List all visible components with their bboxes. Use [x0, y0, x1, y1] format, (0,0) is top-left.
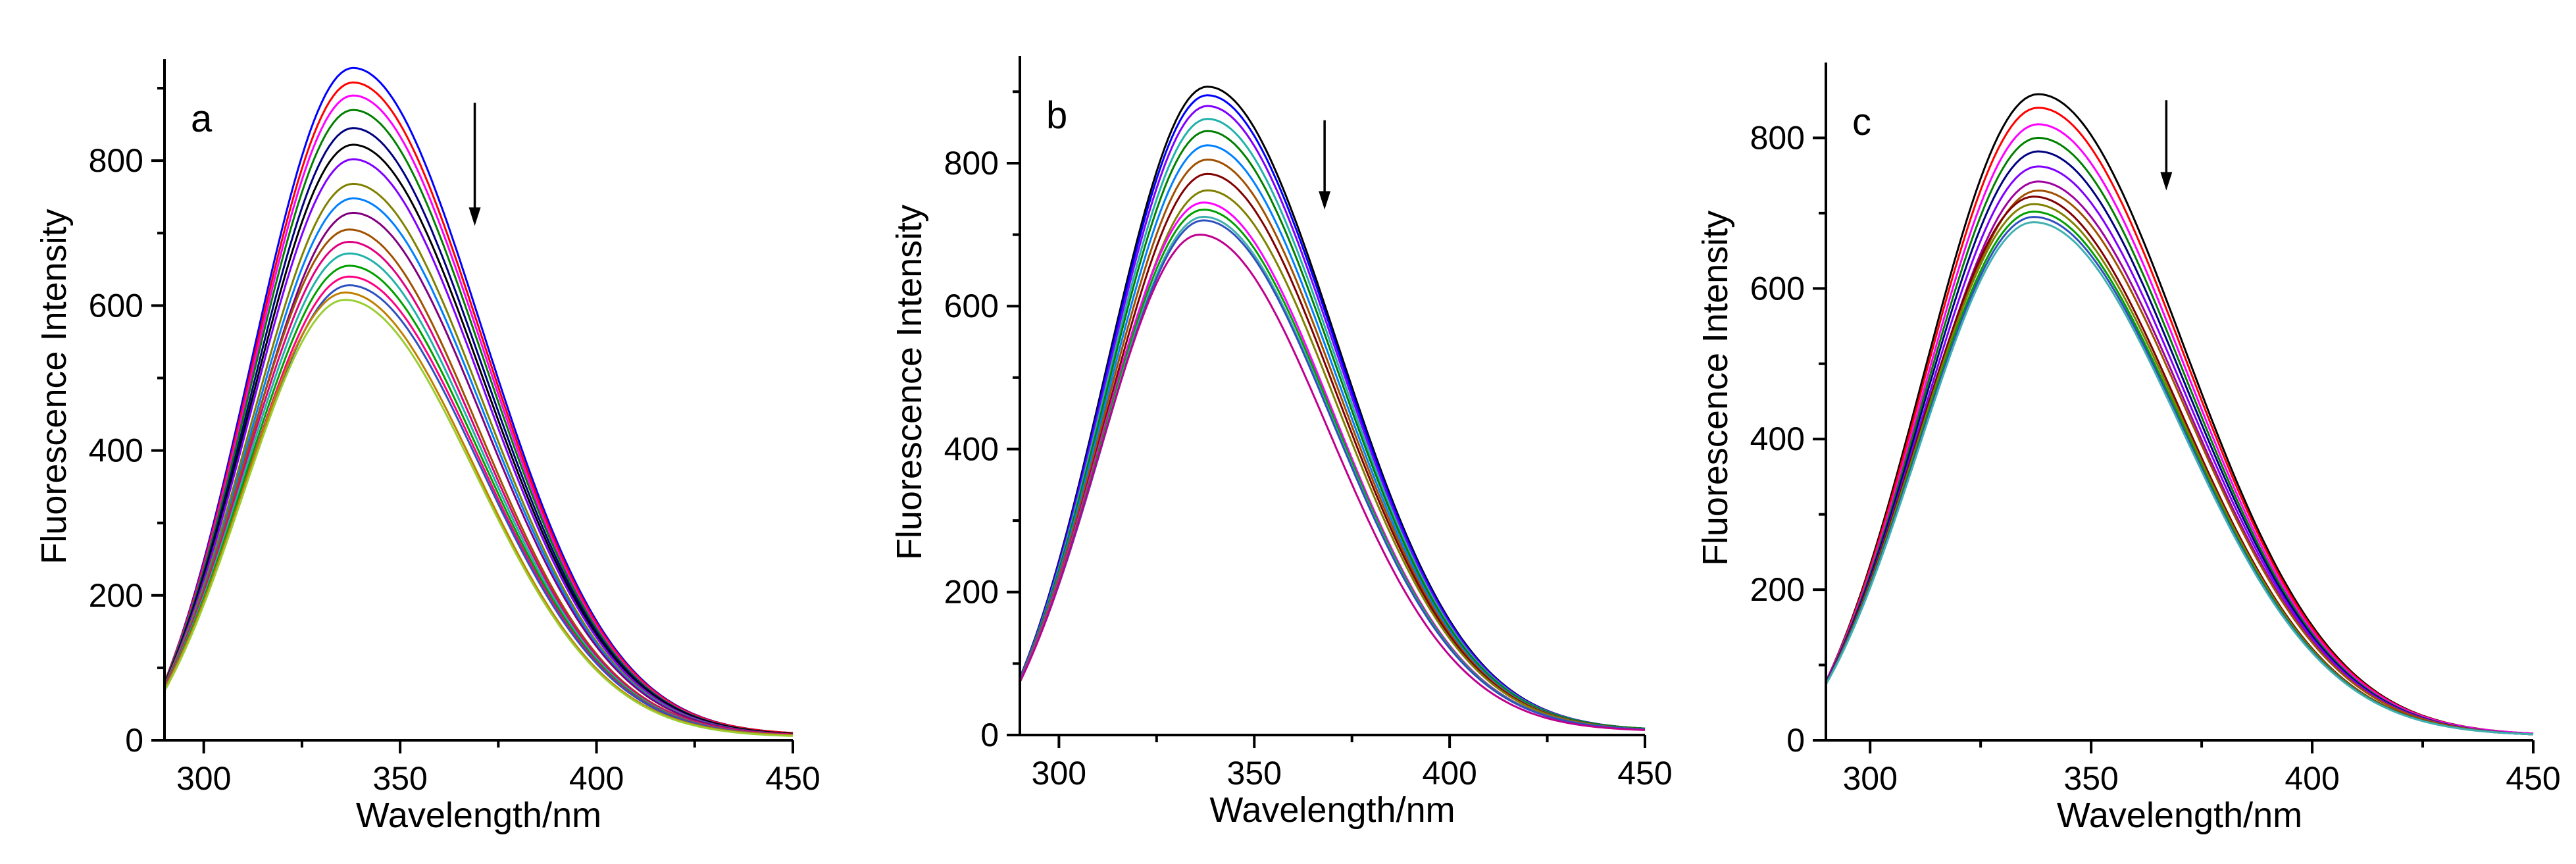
series-line-10: [1019, 201, 1646, 730]
x-tick-label: 400: [1422, 755, 1477, 792]
series-line-5: [1019, 130, 1646, 730]
y-tick-label: 200: [1750, 571, 1805, 608]
x-tick-label: 400: [2285, 760, 2339, 797]
panel-label: c: [1852, 101, 1871, 143]
axes: 300 350 400 450 0 200 400 600 800 Wavelength/nm Fl…: [890, 56, 1673, 830]
series-line-4: [1825, 136, 2534, 736]
x-tick-label: 300: [176, 760, 231, 797]
series-line-6: [1825, 165, 2534, 736]
series-line-12: [163, 241, 794, 736]
series-line-3: [1825, 123, 2534, 735]
series-line-10: [1825, 203, 2534, 736]
down-arrow-icon: [1319, 191, 1331, 210]
x-tick-label: 450: [765, 760, 820, 797]
y-axis-title: Fluorescence Intensity: [34, 209, 74, 564]
y-tick-label: 400: [89, 432, 143, 469]
y-tick-label: 800: [89, 142, 143, 179]
series-line-9: [1019, 189, 1646, 730]
y-tick-label: 200: [944, 574, 999, 611]
y-tick-label: 0: [980, 717, 999, 753]
axes: 300 350 400 450 0 200 400 600 800 Wavelength/nm Fl…: [34, 59, 821, 835]
y-tick-label: 600: [1750, 270, 1805, 307]
x-tick-label: 350: [1227, 755, 1282, 792]
series-line-9: [163, 197, 794, 736]
y-axis-title: Fluorescence Intensity: [890, 205, 929, 560]
series-line-7: [1019, 159, 1646, 730]
series-line-5: [1825, 150, 2534, 736]
y-tick-label: 200: [89, 577, 143, 614]
series-line-9: [1825, 195, 2534, 736]
series-line-7: [1825, 180, 2534, 736]
series-line-13: [1019, 219, 1646, 730]
y-tick-label: 800: [1750, 119, 1805, 156]
series-line-2: [163, 81, 794, 734]
x-tick-label: 300: [1842, 760, 1897, 797]
series-group: [163, 66, 794, 737]
y-tick-label: 400: [1750, 420, 1805, 457]
y-tick-label: 800: [944, 145, 999, 182]
down-arrow-icon: [2160, 172, 2173, 191]
x-axis-title: Wavelength/nm: [1209, 790, 1455, 830]
panel-label: b: [1046, 94, 1067, 137]
y-axis-title: Fluorescence Intensity: [1696, 211, 1735, 566]
y-tick-label: 0: [125, 722, 143, 759]
series-line-14: [1019, 234, 1646, 731]
series-line-11: [1825, 211, 2534, 736]
series-line-11: [1019, 209, 1646, 730]
y-tick-label: 600: [944, 288, 999, 324]
x-axis-title: Wavelength/nm: [356, 796, 601, 835]
x-axis-title: Wavelength/nm: [2057, 796, 2302, 835]
series-line-13: [1825, 221, 2534, 736]
x-tick-label: 300: [1032, 755, 1086, 792]
panel-label: a: [191, 97, 213, 140]
chart-panel-c: 300 350 400 450 0 200 400 600 800 Wavelength/nm Fl…: [1696, 63, 2561, 835]
series-line-6: [163, 143, 794, 735]
chart-panel-a: 300 350 400 450 0 200 400 600 800 Wavelength/nm Fl…: [34, 59, 821, 835]
x-tick-label: 350: [372, 760, 427, 797]
x-tick-label: 450: [2506, 760, 2560, 797]
chart-panel-b: 300 350 400 450 0 200 400 600 800 Wavelength/nm Fl…: [890, 56, 1673, 830]
series-line-12: [1019, 215, 1646, 730]
y-tick-label: 400: [944, 430, 999, 467]
x-tick-label: 350: [2063, 760, 2118, 797]
x-tick-label: 400: [569, 760, 624, 797]
series-line-8: [1019, 172, 1646, 730]
series-line-8: [1825, 190, 2534, 736]
x-tick-label: 450: [1617, 755, 1672, 792]
y-tick-label: 0: [1786, 722, 1805, 759]
axes: 300 350 400 450 0 200 400 600 800 Wavelength/nm Fl…: [1696, 63, 2561, 835]
series-line-18: [163, 299, 794, 737]
series-group: [1019, 86, 1646, 731]
series-line-12: [1825, 216, 2534, 736]
y-tick-label: 600: [89, 287, 143, 324]
down-arrow-icon: [468, 207, 481, 226]
series-group: [1825, 93, 2534, 736]
